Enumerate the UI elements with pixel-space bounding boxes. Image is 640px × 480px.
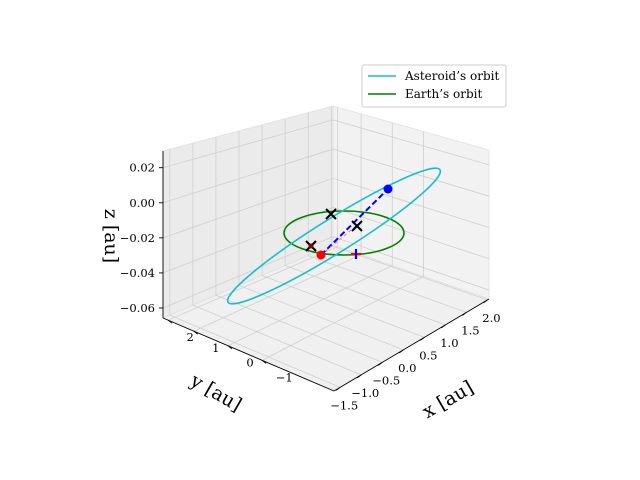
x-tick-label: −0.5 bbox=[372, 373, 400, 387]
z-axis-label: z [au] bbox=[100, 209, 122, 263]
y-grid-line bbox=[193, 254, 362, 332]
z-grid-line bbox=[162, 148, 490, 204]
y-tick-mark bbox=[227, 345, 233, 350]
x-grid-line bbox=[261, 275, 425, 338]
x-tick-mark bbox=[420, 337, 425, 341]
z-tick-label: −0.06 bbox=[120, 301, 155, 315]
x-tick-label: 0.0 bbox=[398, 361, 416, 375]
y-grid-line bbox=[227, 265, 393, 347]
dashed-line-blue bbox=[320, 188, 389, 256]
asteroid-orbit-line bbox=[226, 167, 442, 305]
legend-label-asteroid: Asteroid’s orbit bbox=[404, 69, 499, 83]
z-grid-line bbox=[162, 177, 490, 239]
z-axis-ticks: −0.06 −0.04 −0.02 0.00 0.02 bbox=[120, 161, 163, 315]
legend-label-earth: Earth’s orbit bbox=[405, 87, 482, 101]
x-tick-label: 1.5 bbox=[461, 323, 479, 337]
y-tick-label: 0 bbox=[246, 356, 253, 370]
x-grid-line bbox=[192, 304, 362, 376]
x-tick-label: 0.5 bbox=[419, 348, 437, 362]
x-tick-mark bbox=[483, 299, 488, 304]
x-axis-ticks: −1.5−1.0−0.50.00.51.01.52.0 bbox=[330, 299, 501, 412]
x-tick-label: 1.0 bbox=[440, 336, 458, 350]
x-tick-label: −1.5 bbox=[330, 398, 358, 412]
x-grid-line bbox=[285, 265, 446, 326]
x-grid-line bbox=[308, 255, 467, 313]
x-mark-2 bbox=[351, 220, 363, 232]
x-tick-label: −1.0 bbox=[351, 386, 379, 400]
x-grid-line bbox=[238, 284, 404, 351]
y-tick-label: 1 bbox=[212, 341, 219, 355]
earth-orbit-line bbox=[283, 210, 405, 256]
markers bbox=[305, 184, 393, 260]
grid-lines bbox=[162, 106, 490, 388]
x-tick-label: 2.0 bbox=[482, 311, 500, 325]
x-tick-mark bbox=[378, 361, 383, 366]
x-tick-mark bbox=[335, 386, 341, 391]
x-tick-mark bbox=[399, 349, 404, 354]
y-axis-ticks: −1 0 1 2 bbox=[167, 319, 293, 384]
legend-frame bbox=[361, 64, 507, 108]
y-axis-label: y [au] bbox=[186, 369, 246, 416]
z-tick-label: −0.04 bbox=[120, 266, 155, 280]
y-axis-line bbox=[162, 317, 335, 392]
z-tick-label: 0.02 bbox=[129, 161, 155, 175]
y-tick-mark bbox=[193, 330, 199, 335]
asteroid-position-marker bbox=[383, 184, 393, 194]
y-tick-mark bbox=[167, 319, 173, 324]
x-mark-3-dot bbox=[308, 243, 314, 249]
earth-position-marker bbox=[316, 250, 326, 260]
y-tick-label: −1 bbox=[276, 370, 293, 384]
x-tick-mark bbox=[441, 324, 446, 329]
earth-orbit-series bbox=[283, 210, 405, 256]
plus-mark bbox=[351, 249, 361, 259]
y-tick-label: 2 bbox=[186, 330, 193, 344]
x-tick-mark bbox=[462, 312, 467, 316]
asteroid-orbit-series bbox=[226, 167, 442, 305]
x-axis-label: x [au] bbox=[419, 376, 478, 423]
x-grid-line bbox=[169, 314, 341, 388]
z-tick-label: −0.02 bbox=[120, 231, 155, 245]
y-grid-line bbox=[167, 246, 338, 321]
z-grid-line bbox=[162, 236, 490, 309]
z-grid-line bbox=[162, 119, 490, 169]
y-tick-mark bbox=[261, 359, 267, 364]
dashed-line-pink bbox=[320, 225, 357, 256]
y-grid-line bbox=[261, 275, 424, 361]
x-mark-1 bbox=[325, 208, 337, 220]
legend: Asteroid’s orbit Earth’s orbit bbox=[361, 64, 507, 108]
z-grid-line bbox=[162, 207, 490, 274]
z-tick-label: 0.00 bbox=[129, 196, 155, 210]
x-tick-mark bbox=[356, 374, 362, 379]
x-grid-line bbox=[215, 294, 383, 363]
